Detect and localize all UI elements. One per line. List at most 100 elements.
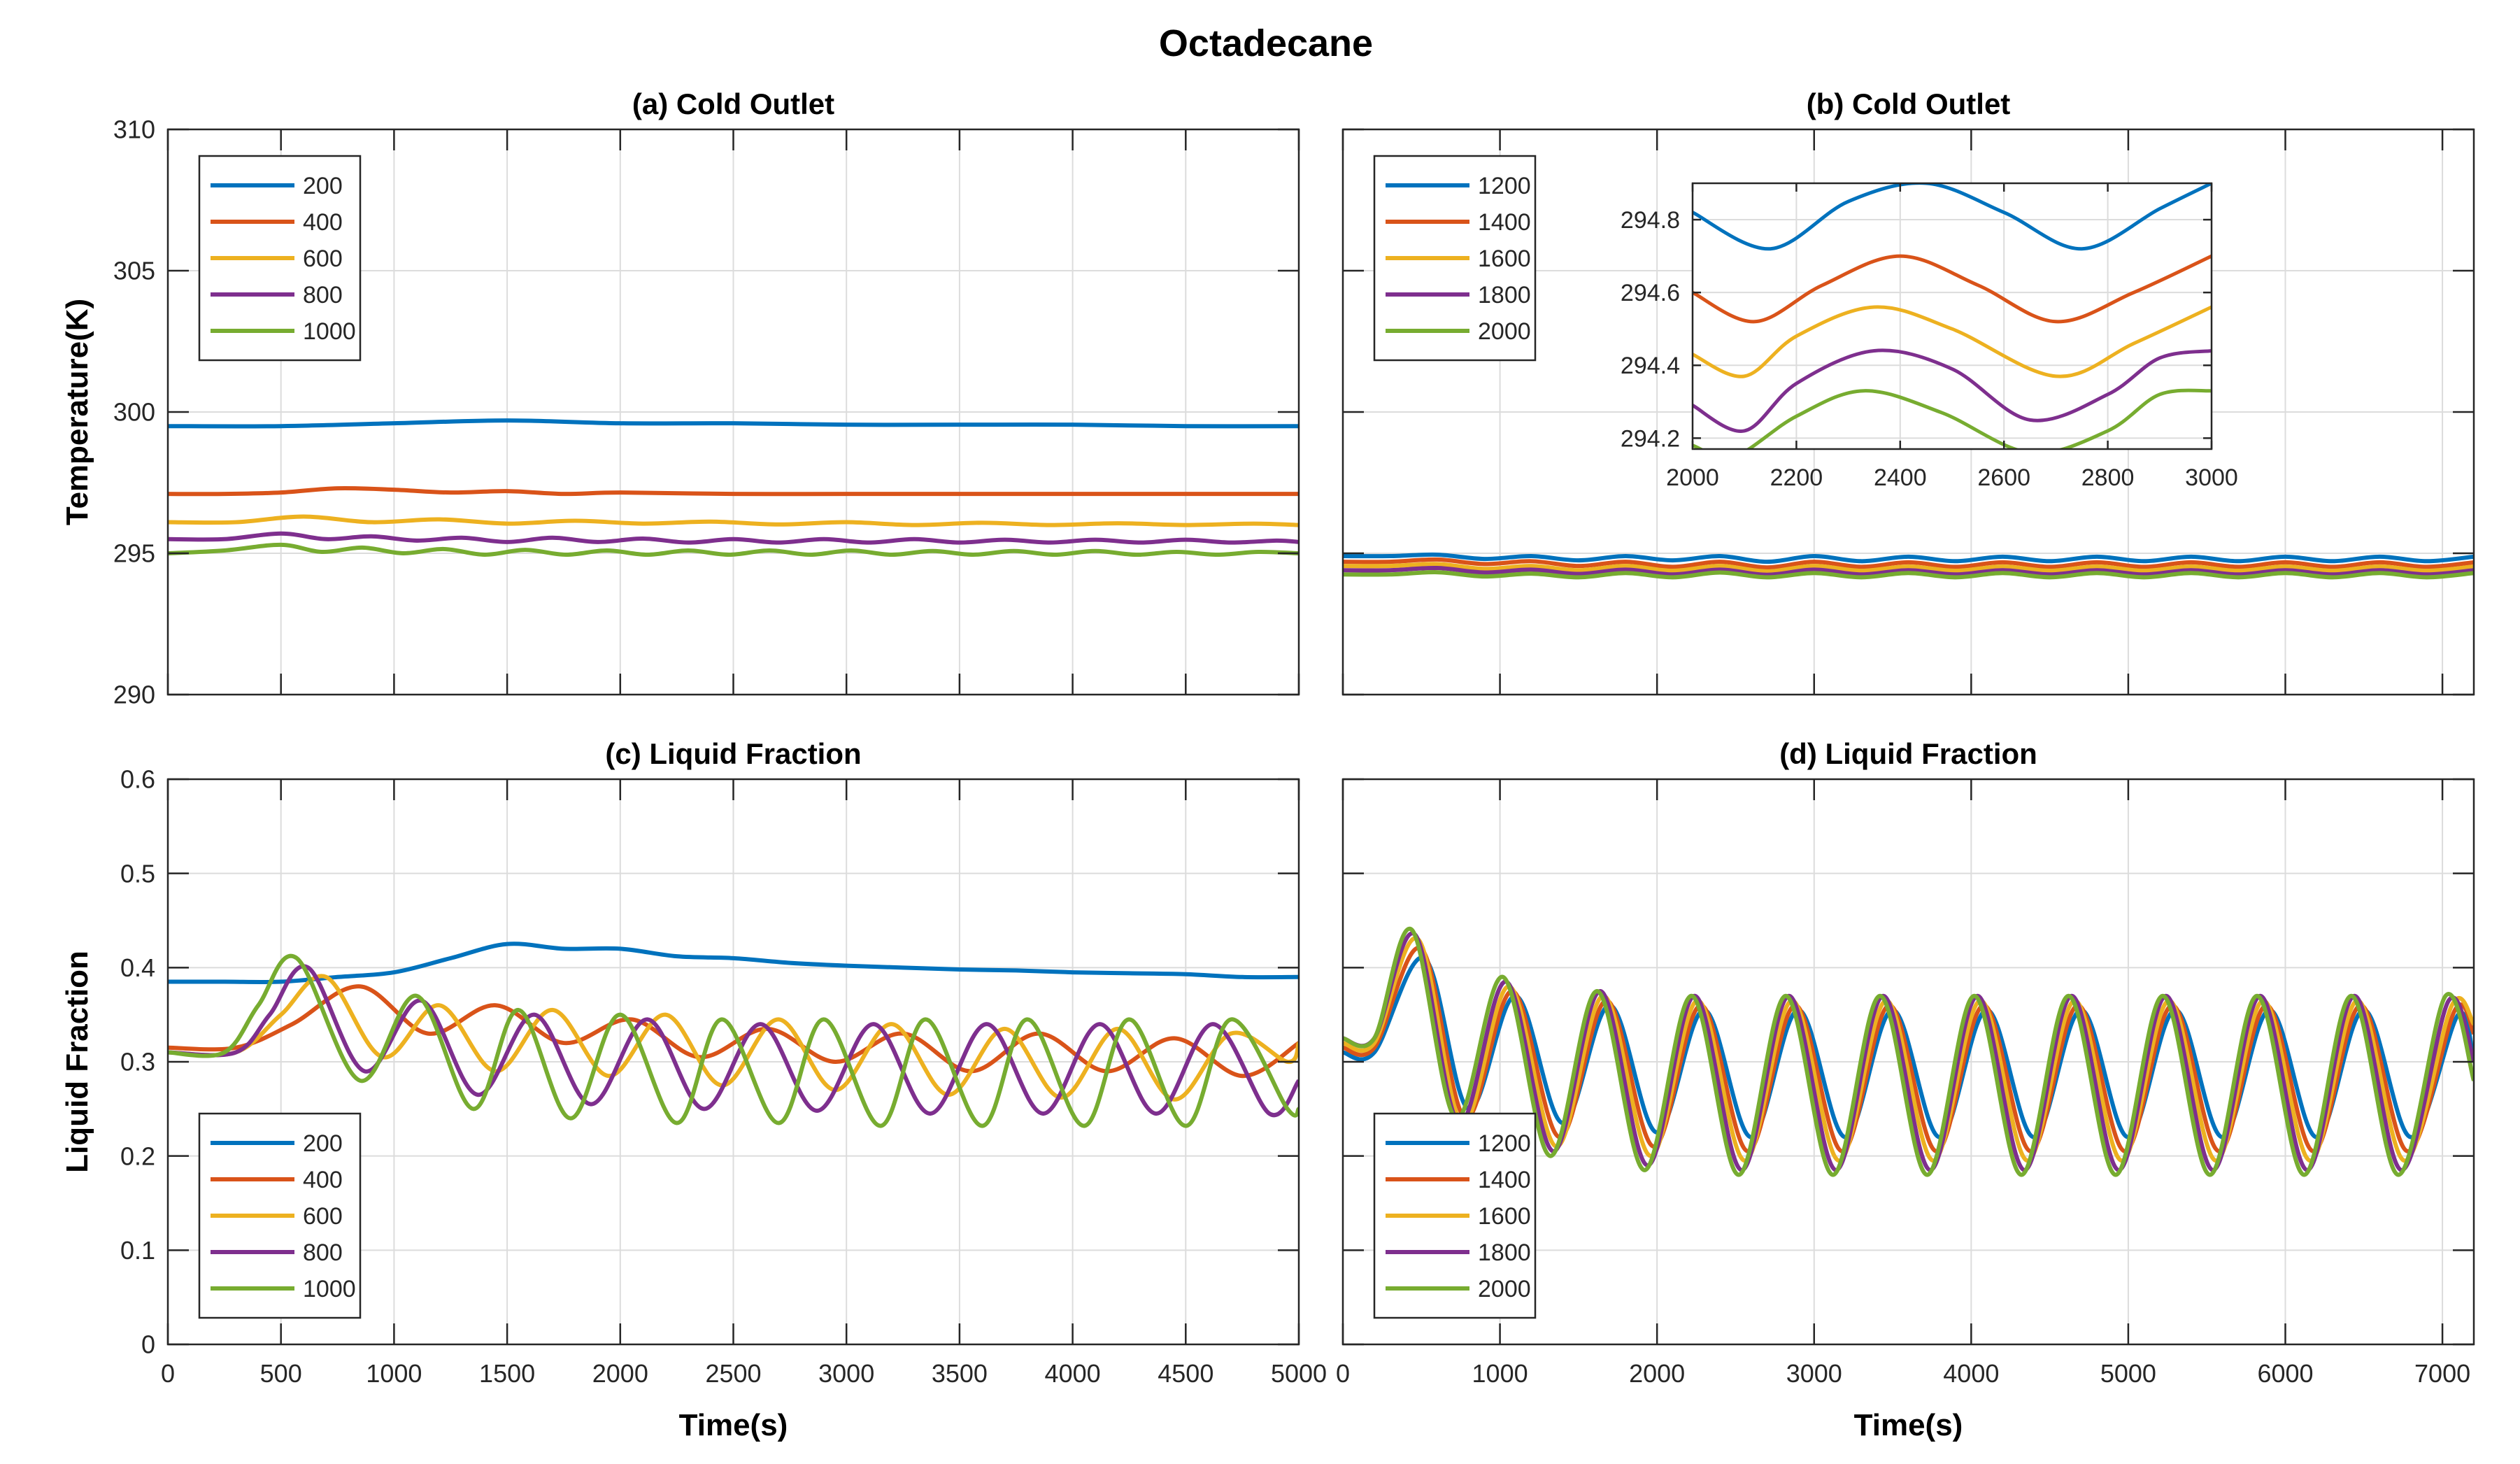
x-tick-label: 2600 — [1977, 464, 2030, 491]
series-line-c-200 — [168, 941, 1299, 985]
series-line-c-800 — [168, 964, 1299, 1118]
legend-b: 1200 1400 1600 1800 2000 — [1373, 155, 1537, 362]
x-tick-label: 7000 — [2414, 1359, 2470, 1388]
x-tick-label: 5000 — [1271, 1359, 1327, 1388]
series-line-b-1800 — [1343, 565, 2474, 577]
series-line-c-400 — [168, 984, 1299, 1079]
plot-area-b_inset — [1693, 183, 2212, 449]
legend-d: 1200 1400 1600 1800 2000 — [1373, 1112, 1537, 1319]
figure-title: Octadecane — [1159, 22, 1373, 64]
y-axis-label-c: Liquid Fraction — [60, 951, 94, 1173]
series-line-b_inset-1400 — [1693, 254, 2212, 324]
legend-entry: 800 — [303, 1239, 343, 1266]
x-tick-label: 3000 — [818, 1359, 874, 1388]
y-tick-label: 0.1 — [120, 1236, 155, 1265]
y-tick-label: 0.4 — [120, 953, 155, 982]
legend-entry: 200 — [303, 1130, 343, 1157]
series-group-a — [168, 418, 1299, 557]
series-line-b_inset-1200 — [1693, 183, 2212, 251]
series-line-b_inset-2000 — [1693, 388, 2212, 449]
x-tick-label: 2500 — [705, 1359, 761, 1388]
x-tick-label: 3500 — [932, 1359, 988, 1388]
x-tick-label: 3000 — [1786, 1359, 1842, 1388]
x-tick-label: 2200 — [1770, 464, 1823, 491]
series-group-c — [168, 941, 1299, 1128]
x-tick-label: 3000 — [2185, 464, 2238, 491]
x-axis-label-d: Time(s) — [1854, 1408, 1963, 1442]
legend-entry: 1800 — [1478, 282, 1531, 308]
series-line-d-1400 — [1343, 946, 2474, 1153]
series-line-b-1600 — [1343, 562, 2474, 574]
subplot-a: 290 295 300 305 310 (a) Cold Outlet Temperatur… — [60, 87, 1300, 709]
legend-entry: 400 — [303, 209, 343, 236]
y-tick-label: 0.3 — [120, 1048, 155, 1076]
x-axis-label-c: Time(s) — [679, 1408, 788, 1442]
series-line-c-1000 — [168, 953, 1299, 1128]
series-line-c-600 — [168, 974, 1299, 1102]
series-line-d-1600 — [1343, 936, 2474, 1163]
x-tick-label: 2400 — [1874, 464, 1927, 491]
x-tick-label: 500 — [260, 1359, 302, 1388]
legend-entry: 800 — [303, 282, 343, 308]
legend-entry: 1200 — [1478, 1130, 1531, 1157]
x-tick-label: 2000 — [592, 1359, 648, 1388]
x-tick-label: 1000 — [1472, 1359, 1528, 1388]
series-line-d-2000 — [1343, 926, 2474, 1177]
y-tick-label: 0.5 — [120, 859, 155, 888]
series-line-d-1200 — [1343, 955, 2474, 1139]
legend-a: 200 400 600 800 1000 — [198, 155, 362, 362]
series-group-d — [1343, 926, 2474, 1177]
legend-entry: 600 — [303, 1203, 343, 1230]
series-line-b_inset-1600 — [1693, 305, 2212, 378]
y-tick-label: 305 — [113, 257, 155, 285]
y-tick-label: 290 — [113, 681, 155, 709]
x-tick-label: 1500 — [479, 1359, 535, 1388]
x-tick-label: 2800 — [2081, 464, 2135, 491]
y-tick-label: 295 — [113, 539, 155, 568]
legend-entry: 1600 — [1478, 246, 1531, 272]
subplot-b_inset: 2000 2200 2400 2600 2800 3000 294.2 294.4 294.6 2… — [1621, 182, 2238, 491]
axes-box-b_inset — [1691, 182, 2213, 450]
y-tick-label: 300 — [113, 398, 155, 427]
legend-c: 200 400 600 800 1000 — [198, 1112, 362, 1319]
y-tick-label: 0.6 — [120, 765, 155, 794]
legend-entry: 2000 — [1478, 1276, 1531, 1302]
legend-entry: 1400 — [1478, 1167, 1531, 1193]
subplots: 290 295 300 305 310 (a) Cold Outlet Temperatur… — [60, 87, 2475, 1442]
x-tick-label: 6000 — [2257, 1359, 2313, 1388]
series-line-d-1800 — [1343, 931, 2474, 1172]
series-line-b-1200 — [1343, 552, 2474, 564]
legend-entry: 1200 — [1478, 173, 1531, 199]
grid-a — [168, 129, 1299, 695]
series-line-b-1400 — [1343, 557, 2474, 570]
legend-entry: 200 — [303, 173, 343, 199]
y-tick-label: 0.2 — [120, 1142, 155, 1170]
subplot-title-c: (c) Liquid Fraction — [605, 737, 861, 770]
legend-entry: 2000 — [1478, 318, 1531, 345]
series-line-a-200 — [168, 418, 1299, 429]
legend-entry: 1600 — [1478, 1203, 1531, 1230]
x-tick-label: 2000 — [1629, 1359, 1685, 1388]
y-tick-label: 294.6 — [1621, 280, 1680, 306]
series-line-a-1000 — [168, 542, 1299, 557]
legend-entry: 1400 — [1478, 209, 1531, 236]
x-tick-label: 2000 — [1666, 464, 1719, 491]
subplot-title-d: (d) Liquid Fraction — [1779, 737, 2037, 770]
legend-entry: 1800 — [1478, 1239, 1531, 1266]
y-tick-label: 294.4 — [1621, 353, 1680, 379]
series-line-a-600 — [168, 514, 1299, 527]
subplot-d: 0 1000 2000 3000 4000 5000 6000 7000 (d) Liquid … — [1336, 737, 2475, 1442]
subplot-title-a: (a) Cold Outlet — [632, 87, 834, 120]
x-tick-label: 4000 — [1045, 1359, 1101, 1388]
y-tick-label: 310 — [113, 115, 155, 144]
series-group-b_inset — [1693, 183, 2212, 449]
x-tick-label: 4500 — [1158, 1359, 1213, 1388]
series-line-a-400 — [168, 485, 1299, 497]
subplot-title-b: (b) Cold Outlet — [1807, 87, 2011, 120]
y-tick-label: 294.2 — [1621, 425, 1680, 452]
legend-entry: 1000 — [303, 318, 356, 345]
y-tick-label: 0 — [141, 1330, 155, 1359]
series-line-b_inset-1800 — [1693, 348, 2212, 433]
series-line-a-800 — [168, 531, 1299, 545]
grid-b_inset — [1693, 183, 2212, 449]
